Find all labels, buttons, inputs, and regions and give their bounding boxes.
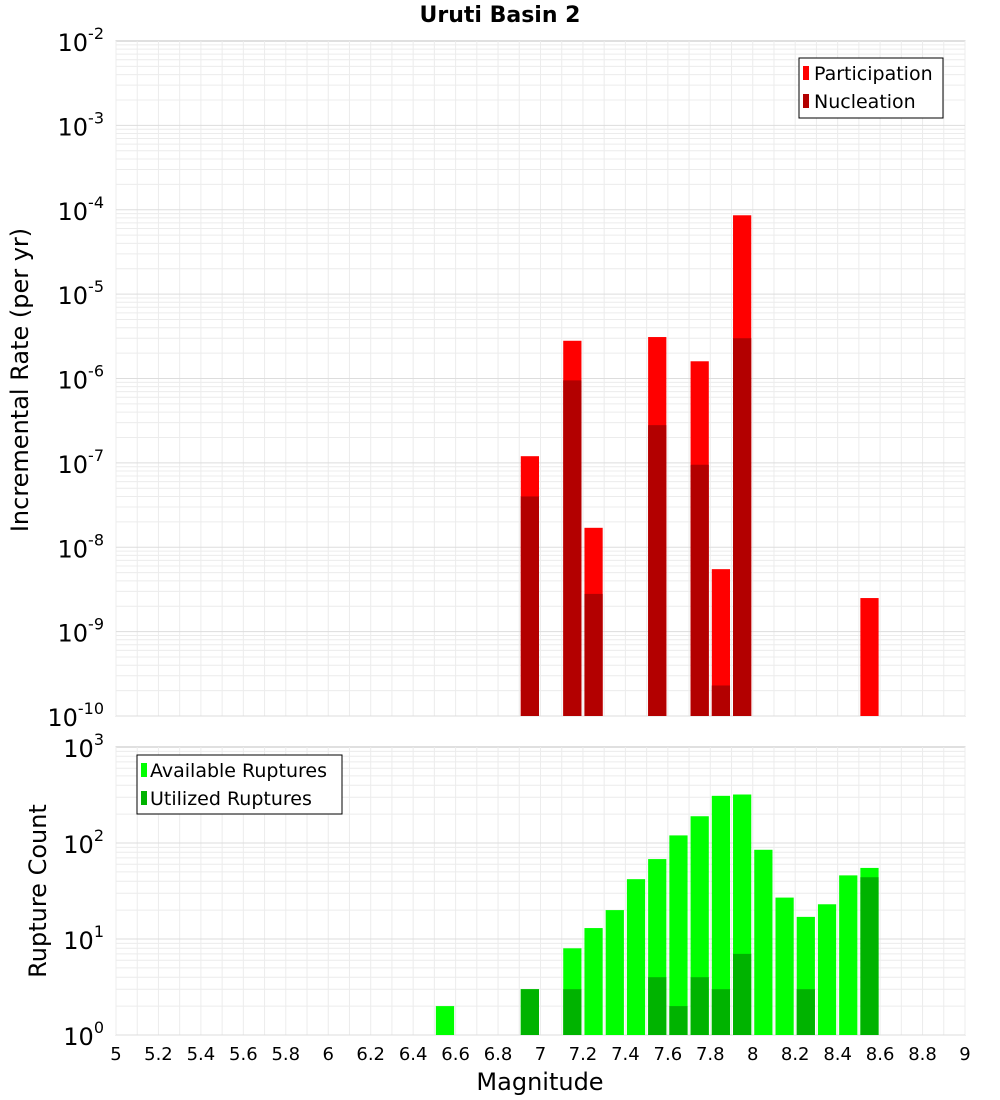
count-bar-available-ruptures	[669, 835, 688, 1035]
count-bar-utilized-ruptures	[520, 989, 539, 1035]
x-tick-label: 8.2	[781, 1044, 810, 1065]
count-bar-available-ruptures	[711, 795, 731, 1035]
count-bar-utilized-ruptures	[669, 1006, 688, 1035]
y-tick-label: 100	[63, 1018, 104, 1051]
rate-panel: 10-10 10-9 10-8 10-7 10-6 10-5 10-4 10-3 10-2 In…	[6, 24, 966, 732]
rate-legend: Participation Nucleation	[798, 57, 944, 119]
rate-bar-nucleation	[733, 338, 752, 716]
rate-grid	[115, 41, 966, 717]
x-tick-label: 5.4	[187, 1044, 216, 1065]
count-y-ticks: 100 101 102 103	[63, 730, 104, 1051]
x-tick-label: 6.4	[399, 1044, 428, 1065]
count-bar-utilized-ruptures	[711, 989, 731, 1035]
y-tick-label: 10-6	[58, 362, 105, 395]
legend-label-nucleation: Nucleation	[814, 91, 916, 113]
rate-bar-participation	[711, 569, 731, 716]
count-y-axis-label: Rupture Count	[24, 804, 52, 978]
count-bar-available-ruptures	[817, 904, 837, 1035]
chart-title: Uruti Basin 2	[420, 3, 581, 28]
x-tick-label: 7.6	[654, 1044, 683, 1065]
x-tick-label: 5.8	[271, 1044, 300, 1065]
x-tick-label: 8.8	[908, 1044, 937, 1065]
rate-bar-nucleation	[584, 593, 603, 716]
rate-bar-nucleation	[648, 425, 667, 716]
y-tick-label: 103	[63, 730, 104, 763]
legend-swatch-utilized	[141, 791, 147, 805]
legend-label-participation: Participation	[814, 63, 933, 85]
count-bar-available-ruptures	[775, 897, 794, 1035]
rate-y-axis-label: Incremental Rate (per yr)	[6, 228, 34, 532]
count-bar-available-ruptures	[754, 849, 773, 1035]
rate-bar-nucleation	[711, 685, 731, 716]
legend-label-utilized: Utilized Ruptures	[150, 788, 312, 810]
x-tick-label: 6	[323, 1044, 334, 1065]
count-bars	[435, 794, 879, 1035]
count-bar-utilized-ruptures	[733, 953, 752, 1035]
y-tick-label: 10-7	[58, 446, 105, 479]
count-bar-available-ruptures	[605, 910, 624, 1035]
y-tick-label: 101	[63, 922, 104, 955]
count-bar-utilized-ruptures	[648, 977, 667, 1035]
legend-swatch-available	[141, 763, 147, 777]
rate-bar-nucleation	[520, 496, 539, 716]
y-tick-label: 10-5	[58, 277, 105, 310]
count-bar-utilized-ruptures	[563, 989, 582, 1035]
rate-bars	[520, 215, 879, 717]
count-bar-available-ruptures	[435, 1006, 455, 1035]
count-legend: Available Ruptures Utilized Ruptures	[136, 754, 343, 815]
x-tick-label: 7.4	[611, 1044, 640, 1065]
x-tick-label: 8.6	[866, 1044, 895, 1065]
x-tick-label: 8.4	[823, 1044, 852, 1065]
x-tick-label: 6.6	[441, 1044, 470, 1065]
count-bar-utilized-ruptures	[860, 877, 879, 1035]
x-tick-label: 7	[535, 1044, 546, 1065]
legend-swatch-nucleation	[803, 94, 809, 108]
y-tick-label: 102	[63, 826, 104, 859]
x-axis-label: Magnitude	[476, 1068, 603, 1096]
x-tick-label: 9	[959, 1044, 970, 1065]
y-tick-label: 10-9	[58, 615, 105, 648]
x-tick-label: 6.2	[356, 1044, 385, 1065]
x-tick-label: 5.6	[229, 1044, 258, 1065]
rate-y-ticks: 10-10 10-9 10-8 10-7 10-6 10-5 10-4 10-3 10-2	[47, 24, 104, 732]
x-tick-label: 7.8	[696, 1044, 725, 1065]
count-bar-available-ruptures	[584, 928, 603, 1035]
y-tick-label: 10-3	[58, 108, 105, 141]
legend-label-available: Available Ruptures	[150, 760, 327, 782]
legend-swatch-participation	[803, 66, 809, 80]
x-tick-label: 5	[110, 1044, 121, 1065]
y-tick-label: 10-4	[58, 193, 105, 226]
count-bar-available-ruptures	[626, 879, 646, 1035]
y-tick-label: 10-8	[58, 530, 105, 563]
count-panel: 100 101 102 103 Rupture Count Available Rup…	[24, 730, 966, 1051]
rate-bar-nucleation	[690, 464, 709, 716]
rate-bar-participation	[860, 598, 879, 716]
y-tick-label: 10-10	[47, 699, 104, 732]
rate-bar-nucleation	[563, 380, 582, 716]
y-tick-label: 10-2	[58, 24, 105, 57]
count-bar-available-ruptures	[839, 875, 858, 1035]
x-tick-label: 6.8	[484, 1044, 513, 1065]
count-bar-utilized-ruptures	[690, 977, 709, 1035]
x-tick-label: 5.2	[144, 1044, 173, 1065]
count-bar-utilized-ruptures	[796, 989, 815, 1035]
x-axis-ticks: 5 5.2 5.4 5.6 5.8 6 6.2 6.4 6.6 6.8 7 7.2 7.4 7.6 7.8 8…	[110, 1044, 970, 1065]
x-tick-label: 7.2	[569, 1044, 598, 1065]
x-tick-label: 8	[747, 1044, 758, 1065]
